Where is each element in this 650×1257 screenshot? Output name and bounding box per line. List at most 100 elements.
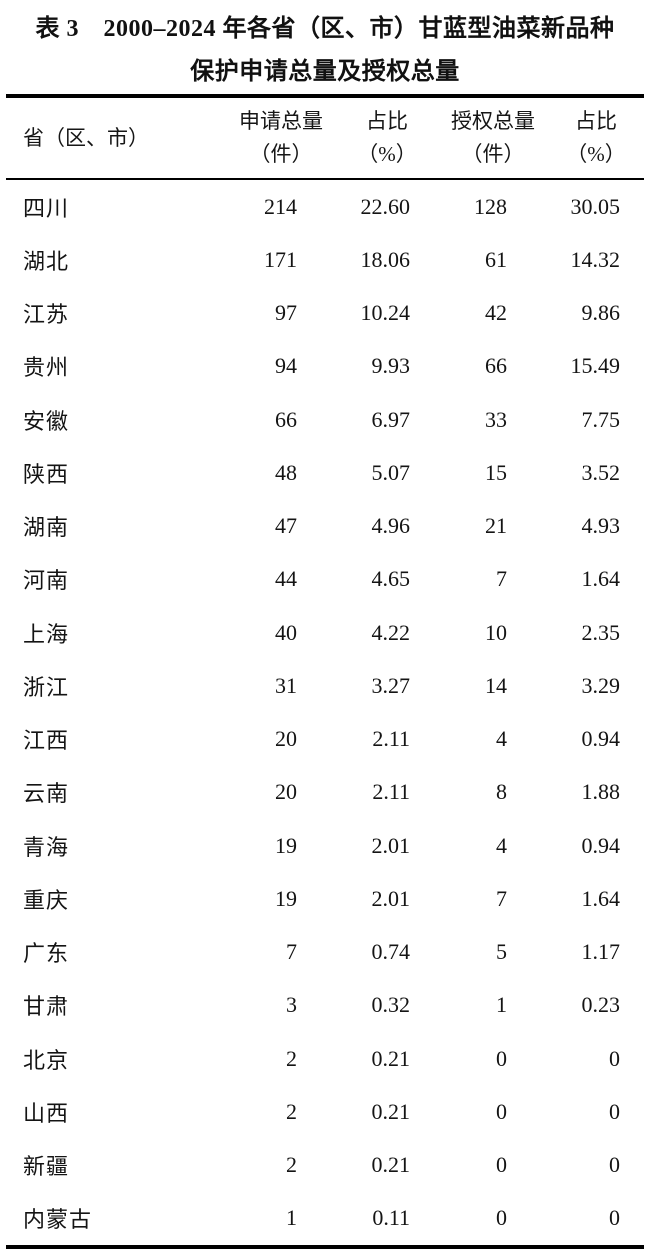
table-title-line1: 表 3 2000–2024 年各省（区、市）甘蓝型油菜新品种	[35, 16, 615, 42]
value-cell: 3.29	[581, 672, 621, 698]
value-cell: 66	[275, 406, 297, 432]
value-cell: 33	[485, 406, 507, 432]
value-cell: 0.11	[372, 1205, 410, 1231]
value-cell: 66	[485, 353, 507, 379]
value-cell: 8	[496, 779, 507, 805]
column-header-5: 占比 （%）	[548, 98, 644, 178]
value-cell: 4.22	[371, 619, 411, 645]
value-cell: 128	[474, 193, 507, 219]
value-cell: 15	[485, 459, 507, 485]
value-cell: 2.11	[372, 779, 410, 805]
value-cell: 20	[275, 726, 297, 752]
province-cell: 江苏	[23, 302, 70, 328]
province-cell: 广东	[23, 941, 70, 967]
value-cell: 1	[496, 992, 507, 1018]
value-cell: 61	[485, 246, 507, 272]
province-cell: 新疆	[23, 1154, 70, 1180]
value-cell: 7	[286, 939, 297, 965]
value-cell: 2.01	[371, 832, 411, 858]
value-cell: 14	[485, 672, 507, 698]
value-cell: 4	[496, 726, 507, 752]
value-cell: 0.21	[371, 1098, 411, 1124]
value-cell: 0	[496, 1098, 507, 1124]
table-row: 青海 19 2.01 4 0.94	[6, 819, 644, 872]
value-cell: 19	[275, 885, 297, 911]
table-row: 上海 40 4.22 10 2.35	[6, 606, 644, 659]
value-cell: 0	[609, 1098, 620, 1124]
value-cell: 1.64	[581, 566, 621, 592]
column-header-3: 占比 （%）	[336, 98, 438, 178]
value-cell: 0	[496, 1045, 507, 1071]
table-row: 河南 44 4.65 7 1.64	[6, 553, 644, 606]
value-cell: 31	[275, 672, 297, 698]
column-header-label: 占比	[575, 109, 617, 133]
value-cell: 0.94	[581, 832, 621, 858]
value-cell: 2	[286, 1098, 297, 1124]
value-cell: 214	[264, 193, 297, 219]
table-row: 湖南 47 4.96 21 4.93	[6, 500, 644, 553]
column-header-unit: （件）	[461, 142, 525, 166]
data-table: 省（区、市） 申请总量 （件） 占比 （%） 授权总量 （件） 占比 （%） 四川 214 22.6…	[6, 94, 644, 1249]
value-cell: 1	[286, 1205, 297, 1231]
table-title-line2: 保护申请总量及授权总量	[190, 59, 460, 85]
value-cell: 7	[496, 566, 507, 592]
value-cell: 3.52	[581, 459, 621, 485]
column-header-label: 占比	[366, 109, 408, 133]
province-cell: 重庆	[23, 887, 70, 913]
value-cell: 5	[496, 939, 507, 965]
table-row: 新疆 2 0.21 0 0	[6, 1139, 644, 1192]
table-row: 广东 7 0.74 5 1.17	[6, 926, 644, 979]
column-header-4: 授权总量 （件）	[438, 98, 548, 178]
province-cell: 湖北	[23, 248, 70, 274]
value-cell: 14.32	[570, 246, 621, 272]
value-cell: 1.88	[581, 779, 621, 805]
value-cell: 20	[275, 779, 297, 805]
value-cell: 2	[286, 1152, 297, 1178]
table-row: 浙江 31 3.27 14 3.29	[6, 659, 644, 712]
table-row: 山西 2 0.21 0 0	[6, 1085, 644, 1138]
value-cell: 9.93	[371, 353, 411, 379]
value-cell: 42	[485, 300, 507, 326]
value-cell: 2.01	[371, 885, 411, 911]
value-cell: 44	[275, 566, 297, 592]
value-cell: 0.74	[371, 939, 411, 965]
value-cell: 7	[496, 885, 507, 911]
value-cell: 2	[286, 1045, 297, 1071]
value-cell: 3	[286, 992, 297, 1018]
table-row: 陕西 48 5.07 15 3.52	[6, 446, 644, 499]
value-cell: 4	[496, 832, 507, 858]
value-cell: 0.32	[371, 992, 411, 1018]
province-cell: 江西	[23, 728, 70, 754]
value-cell: 22.60	[360, 193, 411, 219]
table-row: 甘肃 3 0.32 1 0.23	[6, 979, 644, 1032]
column-header-unit: （件）	[249, 142, 313, 166]
column-header-label: 申请总量	[239, 109, 323, 133]
value-cell: 30.05	[570, 193, 621, 219]
province-cell: 四川	[23, 195, 70, 221]
province-cell: 青海	[23, 834, 70, 860]
table-row: 江西 20 2.11 4 0.94	[6, 713, 644, 766]
table-row: 江苏 97 10.24 42 9.86	[6, 287, 644, 340]
province-cell: 安徽	[23, 408, 70, 434]
column-header-unit: （%）	[357, 142, 417, 166]
column-header-1: 省（区、市）	[6, 98, 226, 178]
table-row: 重庆 19 2.01 7 1.64	[6, 872, 644, 925]
value-cell: 0.23	[581, 992, 621, 1018]
value-cell: 0	[609, 1205, 620, 1231]
province-cell: 贵州	[23, 355, 70, 381]
value-cell: 0	[496, 1205, 507, 1231]
table-row: 四川 214 22.60 128 30.05	[6, 180, 644, 233]
province-cell: 云南	[23, 781, 70, 807]
table-row: 安徽 66 6.97 33 7.75	[6, 393, 644, 446]
column-header-label: 授权总量	[451, 109, 535, 133]
value-cell: 6.97	[371, 406, 411, 432]
province-cell: 河南	[23, 568, 70, 594]
province-cell: 甘肃	[23, 994, 70, 1020]
value-cell: 97	[275, 300, 297, 326]
value-cell: 94	[275, 353, 297, 379]
table-header-row: 省（区、市） 申请总量 （件） 占比 （%） 授权总量 （件） 占比 （%）	[6, 98, 644, 180]
value-cell: 4.93	[581, 513, 621, 539]
value-cell: 10.24	[360, 300, 411, 326]
value-cell: 0	[609, 1152, 620, 1178]
value-cell: 9.86	[581, 300, 621, 326]
